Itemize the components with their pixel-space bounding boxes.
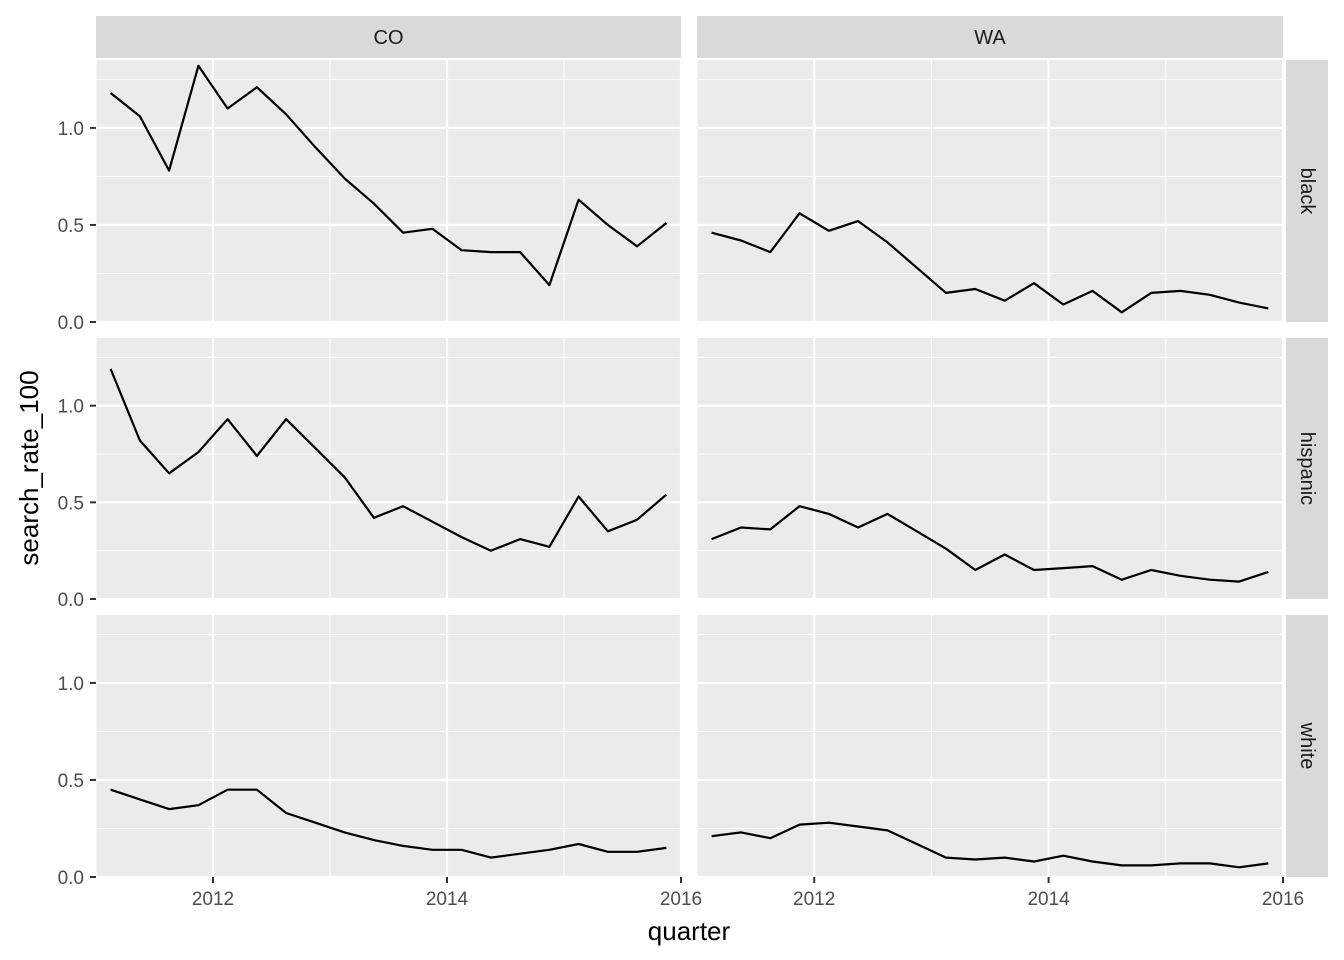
panel-background-wa-white <box>697 615 1283 877</box>
panel-background-wa-hispanic <box>697 338 1283 599</box>
x-tick-label: 2012 <box>793 889 835 910</box>
y-axis-title: search_rate_100 <box>14 370 44 565</box>
x-tick-label: 2014 <box>1027 889 1070 910</box>
x-tick-label: 2012 <box>192 889 234 910</box>
y-tick-label: 0.0 <box>58 590 84 611</box>
series-line-wa-hispanic <box>711 505 1269 583</box>
y-tick-label: 0.0 <box>58 313 84 334</box>
y-tick-label: 0.0 <box>58 868 84 889</box>
y-tick-label: 1.0 <box>58 397 84 418</box>
series-line-wa-black <box>711 212 1269 314</box>
y-tick-label: 0.5 <box>58 771 84 792</box>
series-line-co-black <box>109 64 668 287</box>
strip-column-co <box>96 16 681 58</box>
series-line-co-hispanic <box>109 368 668 552</box>
strip-row-white <box>1286 615 1328 877</box>
series-line-co-white <box>110 788 667 859</box>
panel-background-co-white <box>96 615 681 877</box>
panel-background-co-black <box>96 60 681 322</box>
x-tick-label: 2016 <box>660 889 702 910</box>
strip-label-row: hispanic <box>1296 432 1318 505</box>
strip-label-column: WA <box>974 27 1006 49</box>
strip-column-wa <box>697 16 1283 58</box>
y-tick-label: 0.5 <box>58 216 84 237</box>
y-tick-label: 1.0 <box>58 119 84 140</box>
strip-label-row: black <box>1296 168 1318 216</box>
x-tick-label: 2016 <box>1262 889 1304 910</box>
series-line-wa-white <box>711 821 1269 869</box>
strip-row-hispanic <box>1286 338 1328 599</box>
x-tick-label: 2014 <box>426 889 469 910</box>
y-tick-label: 0.5 <box>58 493 84 514</box>
panel-background-co-hispanic <box>96 338 681 599</box>
y-tick-label: 1.0 <box>58 674 84 695</box>
x-axis-title: quarter <box>648 916 731 946</box>
strip-row-black <box>1286 60 1328 322</box>
strip-label-row: white <box>1296 722 1318 770</box>
strip-label-column: CO <box>374 27 404 49</box>
panel-background-wa-black <box>697 60 1283 322</box>
